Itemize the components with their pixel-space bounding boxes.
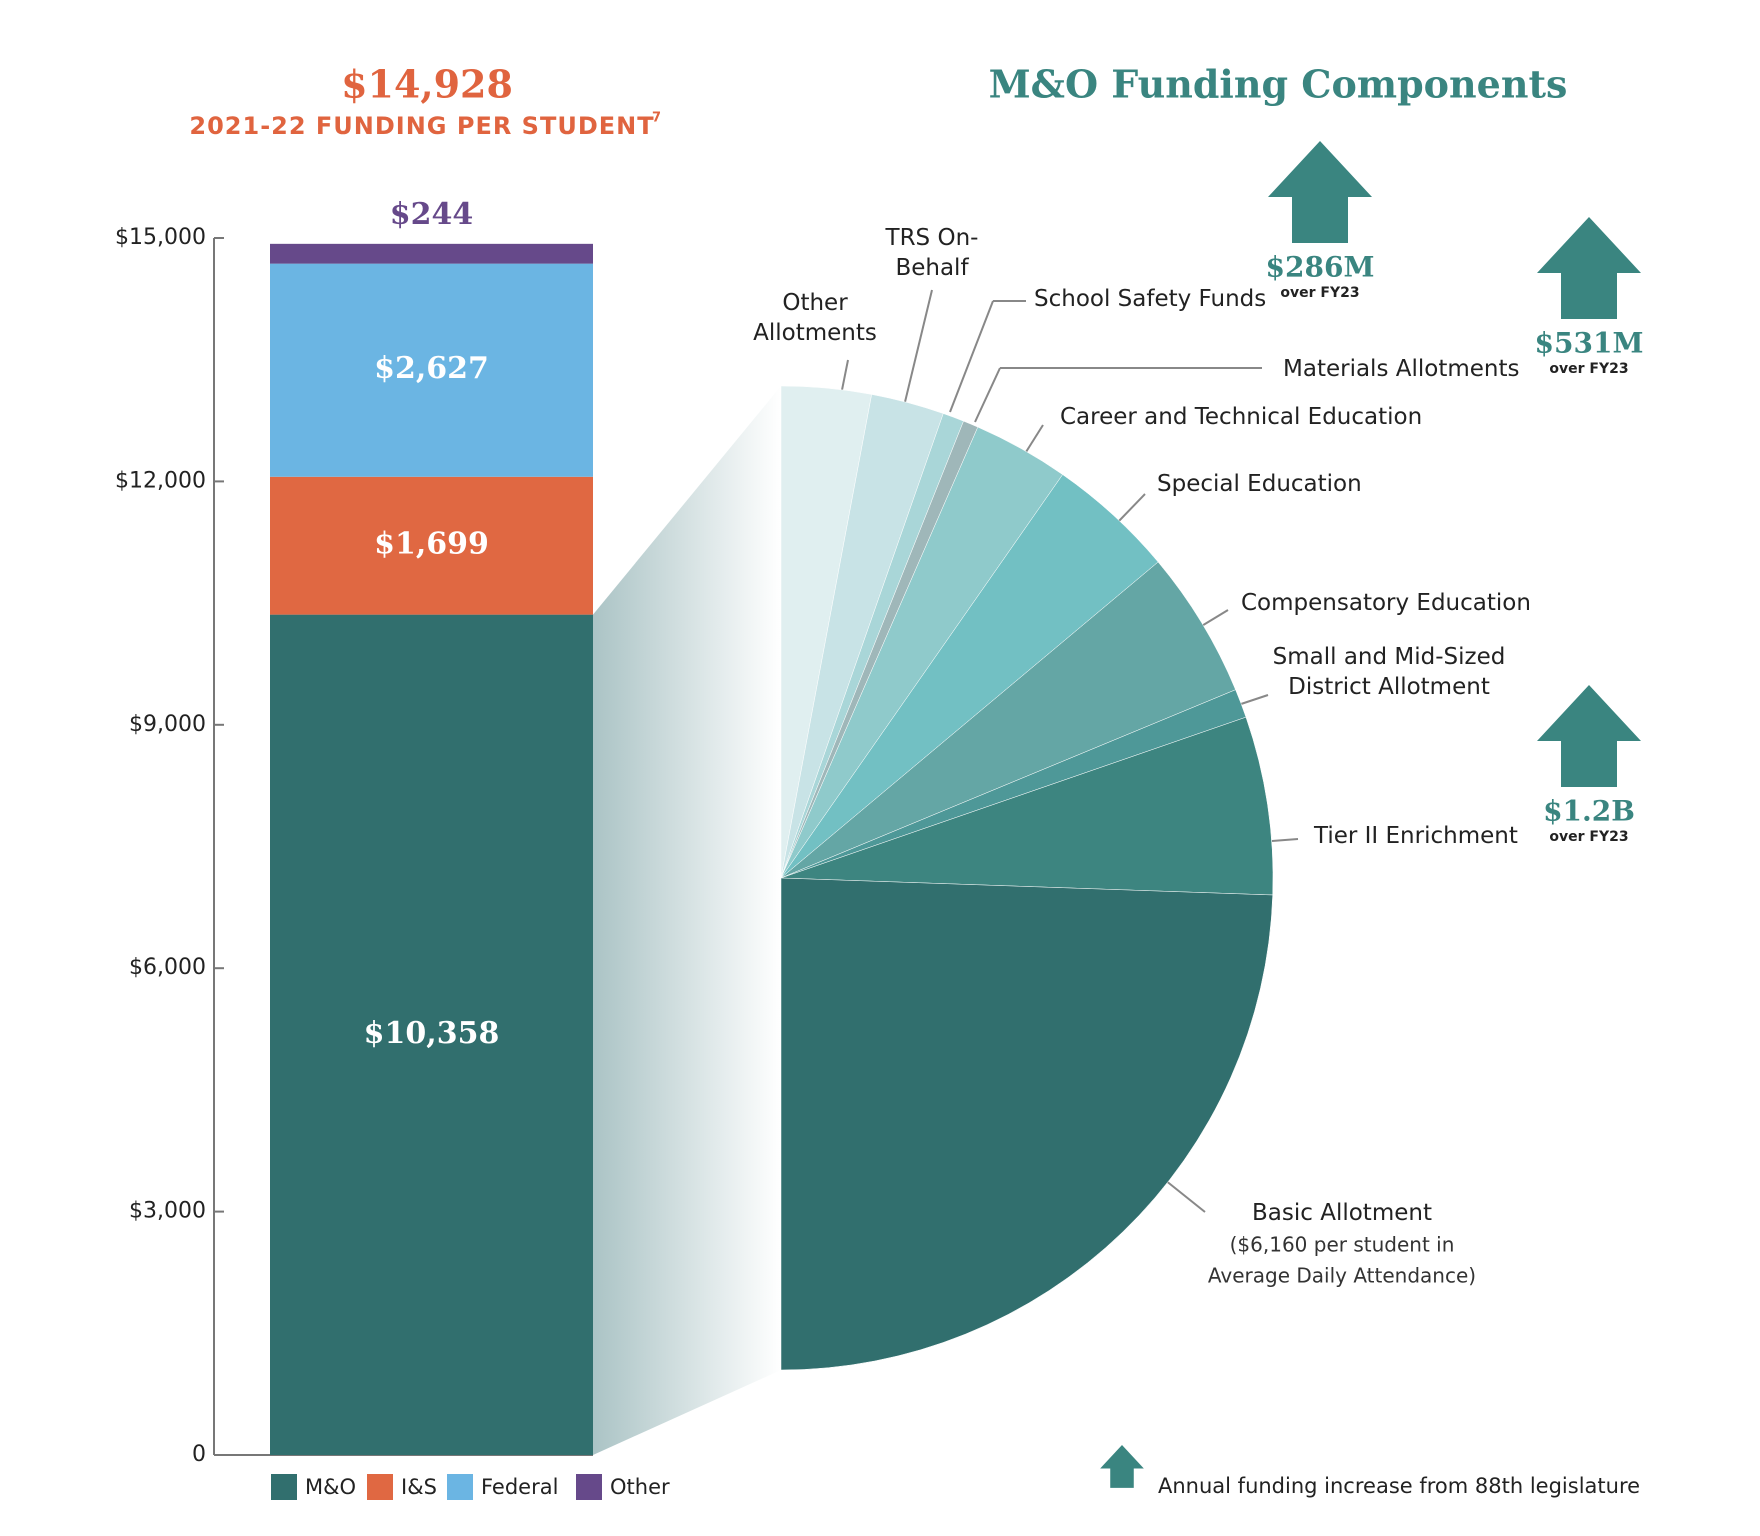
- pie-label: Small and Mid-Sized District Allotment: [1272, 644, 1506, 700]
- pie-subnote: ($6,160 per student in: [1230, 1233, 1455, 1257]
- pie-slice: [780, 877, 1273, 1371]
- pie-label: TRS On-Behalf: [885, 225, 979, 281]
- legend-label: Other: [610, 1475, 670, 1499]
- pie-subnote: Average Daily Attendance): [1208, 1264, 1476, 1288]
- annotation-note: over FY23: [1549, 829, 1628, 845]
- increase-arrow: [1100, 1445, 1144, 1488]
- pie-label: Basic Allotment: [1252, 1200, 1432, 1226]
- annotation-value: $1.2B: [1543, 795, 1635, 828]
- pie-label: Career and Technical Education: [1060, 404, 1423, 430]
- increase-arrow: [1537, 685, 1641, 787]
- value-label: $2,627: [374, 351, 489, 386]
- pie-label: Special Education: [1157, 471, 1362, 497]
- legend-swatch: [271, 1474, 297, 1500]
- value-label: $244: [390, 197, 474, 232]
- leader-lines: [841, 289, 1299, 1213]
- y-tick-label: $15,000: [115, 225, 206, 250]
- bar-segment: [270, 243, 593, 264]
- legend-note: Annual funding increase from 88th legisl…: [1158, 1474, 1640, 1498]
- connector: [593, 386, 781, 1455]
- pie-label: School Safety Funds: [1034, 286, 1267, 312]
- legend-swatch: [367, 1474, 393, 1500]
- pie-slice: [780, 561, 1236, 879]
- legend-label: Federal: [481, 1475, 558, 1499]
- bar-segment: [270, 614, 593, 1455]
- y-tick-label: $12,000: [115, 468, 206, 493]
- y-tick-label: $9,000: [129, 712, 206, 737]
- increase-arrow: [1268, 141, 1372, 243]
- value-label: $1,699: [374, 527, 489, 562]
- pie-slice: [780, 716, 1274, 896]
- pie-label: Tier II Enrichment: [1314, 823, 1518, 849]
- pie-label: Other Allotments: [753, 290, 877, 346]
- annotation-note: over FY23: [1549, 361, 1628, 377]
- y-tick-label: $6,000: [129, 955, 206, 980]
- pie-label: Compensatory Education: [1241, 590, 1531, 616]
- pie-label: Materials Allotments: [1283, 356, 1520, 382]
- bar-subtitle: 2021-22 FUNDING PER STUDENT: [189, 112, 654, 140]
- increase-arrow: [1537, 217, 1641, 319]
- bar-title: $14,928: [341, 62, 513, 107]
- legend-swatch: [447, 1474, 473, 1500]
- bar-segment: [270, 263, 593, 477]
- legend-label: M&O: [305, 1475, 356, 1499]
- annotation-value: $286M: [1266, 251, 1375, 284]
- footnote-mark: 7: [652, 111, 661, 126]
- legend-label: I&S: [401, 1475, 437, 1499]
- value-label: $10,358: [364, 1016, 500, 1051]
- annotation-note: over FY23: [1280, 285, 1359, 301]
- bar-segment: [270, 476, 593, 615]
- y-tick-label: 0: [192, 1442, 206, 1467]
- legend-swatch: [576, 1474, 602, 1500]
- y-tick-label: $3,000: [129, 1199, 206, 1224]
- pie-title: M&O Funding Components: [989, 62, 1568, 107]
- annotation-value: $531M: [1535, 327, 1644, 360]
